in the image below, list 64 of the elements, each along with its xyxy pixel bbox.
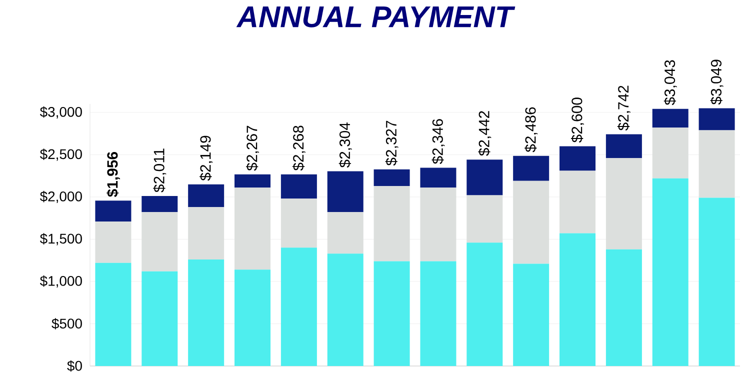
bar — [142, 212, 178, 272]
bar — [466, 160, 503, 196]
bar — [280, 248, 317, 366]
bar — [234, 270, 271, 366]
total-label: $2,267 — [246, 126, 259, 171]
bar — [466, 195, 503, 243]
bar — [698, 130, 735, 198]
total-label: $2,346 — [432, 119, 445, 164]
bar — [420, 168, 456, 188]
bar — [560, 233, 596, 366]
bar — [698, 198, 735, 366]
total-label: $3,049 — [710, 60, 724, 105]
bar — [513, 156, 550, 181]
total-label: $1,956 — [106, 152, 120, 197]
y-tick-label: $1,000 — [40, 275, 82, 288]
y-tick-label: $500 — [52, 318, 82, 330]
bar — [188, 207, 224, 260]
bar — [560, 170, 596, 234]
bar — [560, 146, 596, 171]
bar — [142, 196, 178, 212]
y-tick-label: $2,500 — [40, 148, 82, 161]
total-label: $2,600 — [571, 98, 584, 143]
bar — [95, 221, 132, 263]
bar — [606, 158, 642, 250]
y-tick-label: $1,500 — [40, 233, 82, 246]
bar — [374, 186, 410, 262]
bar — [374, 261, 410, 366]
bar — [280, 174, 317, 199]
bar — [188, 184, 224, 208]
bar — [606, 249, 642, 366]
total-label: $2,442 — [478, 111, 492, 156]
bar — [188, 260, 224, 366]
total-label: $2,742 — [617, 86, 630, 131]
total-label: $2,304 — [338, 122, 352, 168]
y-tick-label: $0 — [67, 360, 82, 372]
bar — [327, 254, 364, 366]
bar — [652, 128, 688, 178]
bar — [95, 262, 132, 366]
bar — [698, 108, 735, 130]
bar — [513, 264, 550, 366]
bar — [420, 261, 456, 366]
total-label: $3,043 — [664, 60, 677, 106]
bar — [327, 212, 364, 254]
bar — [420, 188, 456, 262]
total-label: $2,149 — [200, 136, 213, 181]
bar — [280, 198, 317, 248]
bar — [142, 271, 178, 366]
bar — [652, 178, 688, 366]
bar — [95, 200, 132, 222]
bar — [466, 242, 503, 366]
total-label: $2,268 — [292, 126, 306, 171]
total-label: $2,486 — [524, 107, 538, 152]
bar — [513, 180, 550, 264]
y-tick-label: $3,000 — [40, 106, 82, 118]
chart-title: ANNUAL PAYMENT — [236, 6, 516, 28]
total-label: $2,011 — [153, 148, 166, 192]
y-tick-label: $2,000 — [40, 190, 82, 204]
bar — [652, 108, 688, 128]
bar — [374, 169, 410, 186]
bar — [327, 171, 364, 212]
bar — [234, 188, 271, 270]
bar — [234, 174, 271, 188]
total-label: $2,327 — [385, 120, 398, 166]
bar — [606, 134, 642, 158]
